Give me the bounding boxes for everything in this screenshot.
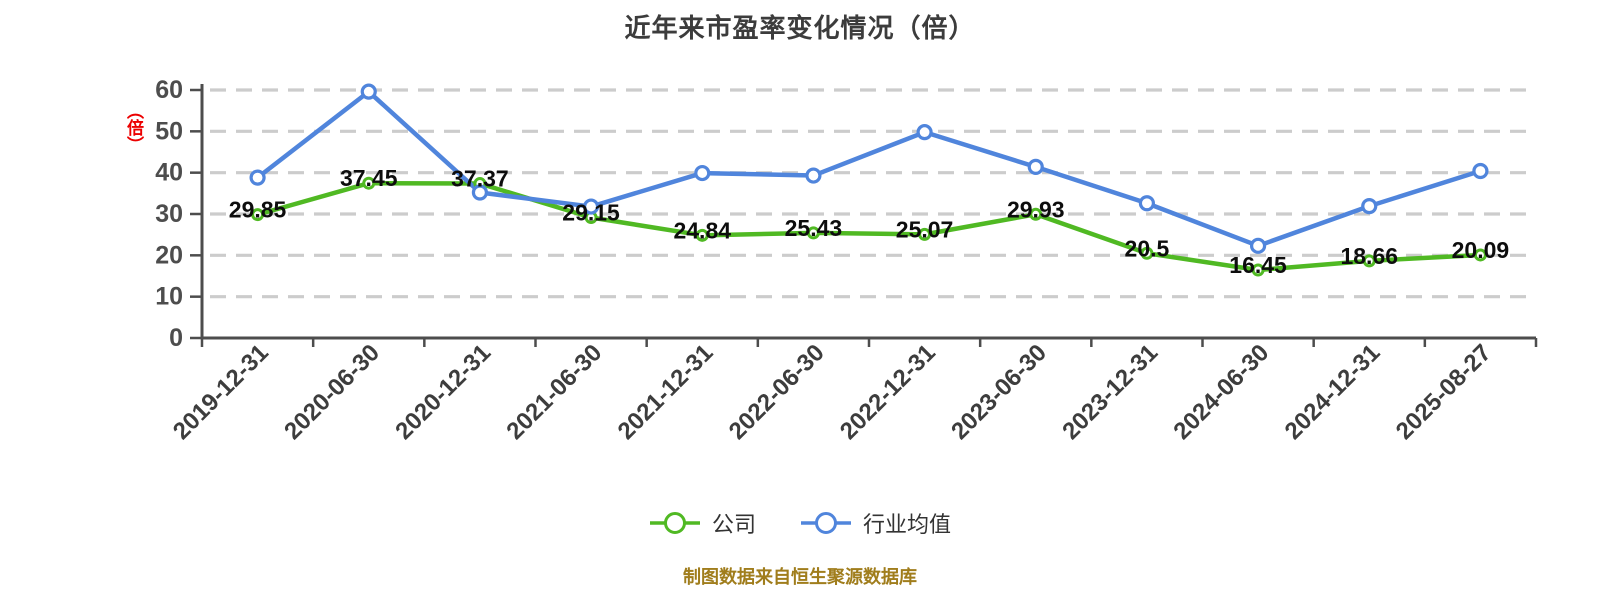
data-point-marker — [1029, 207, 1043, 221]
x-tick-label: 2022-12-31 — [835, 339, 941, 445]
data-point-marker — [1472, 162, 1489, 180]
series-company-value-labels: 29.85 37.45 37.37 29.15 24.84 25.43 25.07 29.93… — [229, 165, 1509, 278]
data-point-value-label: 25.43 — [785, 215, 843, 241]
x-axis: 2019-12-31 2020-06-30 2020-12-31 2021-06-30… — [168, 336, 1538, 445]
data-point-marker — [1473, 248, 1487, 262]
data-point-marker — [251, 208, 265, 222]
data-point-marker — [1251, 263, 1265, 277]
series-company-markers — [251, 176, 1487, 277]
data-point-marker — [249, 169, 266, 186]
y-tick-label: 40 — [155, 159, 183, 187]
data-point-value-label: 24.84 — [673, 217, 731, 243]
series-industry-average — [255, 89, 1483, 249]
data-point-value-label: 37.37 — [451, 166, 509, 192]
data-point-marker — [806, 226, 820, 240]
x-tick-label: 2024-12-31 — [1280, 339, 1386, 445]
x-tick-label: 2023-12-31 — [1057, 339, 1163, 445]
x-tick-label: 2021-06-30 — [501, 339, 607, 445]
data-point-marker — [694, 164, 711, 182]
data-point-value-label: 29.15 — [562, 200, 620, 226]
data-point-marker — [1361, 198, 1378, 215]
legend-item-company[interactable]: 公司 — [649, 507, 756, 539]
legend-label-company: 公司 — [711, 512, 756, 537]
chart-title: 近年来市盈率变化情况（倍） — [624, 13, 976, 43]
data-point-marker — [1027, 158, 1044, 175]
data-point-marker — [918, 227, 932, 241]
gridlines — [210, 88, 1536, 299]
data-point-value-label: 20.09 — [1452, 237, 1510, 263]
x-tick-label: 2022-06-30 — [724, 339, 830, 445]
data-point-value-label: 20.5 — [1125, 235, 1170, 261]
y-tick-label: 0 — [169, 324, 183, 352]
x-tick-label: 2020-06-30 — [279, 339, 385, 445]
data-point-value-label: 37.45 — [340, 165, 398, 191]
data-point-marker — [1140, 246, 1154, 260]
data-source-note: 制图数据来自恒生聚源数据库 — [683, 567, 917, 587]
y-tick-label: 50 — [155, 117, 183, 145]
data-point-marker — [582, 198, 600, 215]
y-tick-label: 60 — [155, 76, 183, 104]
data-point-marker — [471, 184, 489, 201]
legend-item-industry-average[interactable]: 行业均值 — [800, 507, 951, 539]
data-point-marker — [805, 167, 822, 184]
data-point-marker — [1362, 254, 1376, 268]
y-tick-label: 30 — [155, 200, 183, 228]
data-point-marker — [916, 124, 933, 141]
data-point-value-label: 16.45 — [1229, 252, 1287, 278]
y-axis: 0 10 20 30 40 50 60 — [155, 76, 204, 352]
y-tick-label: 20 — [155, 241, 183, 269]
series-industry-markers — [249, 83, 1489, 254]
series-company — [255, 180, 1483, 273]
data-point-value-label: 18.66 — [1340, 243, 1398, 269]
legend: 公司 行业均值 — [0, 507, 1600, 539]
x-tick-label: 2023-06-30 — [946, 339, 1052, 445]
y-tick-label: 10 — [155, 283, 183, 311]
industry-line-marker-icon — [801, 512, 851, 534]
y-axis-unit-label: （倍） — [124, 102, 143, 153]
data-point-marker — [362, 176, 376, 190]
data-point-marker — [1249, 237, 1267, 254]
data-point-marker — [695, 228, 709, 242]
x-tick-label: 2024-06-30 — [1168, 339, 1274, 445]
company-line-marker-icon — [649, 512, 700, 534]
x-tick-label: 2019-12-31 — [168, 339, 274, 445]
data-point-marker — [360, 83, 377, 100]
x-tick-label: 2020-12-31 — [390, 339, 496, 445]
data-point-value-label: 25.07 — [896, 216, 954, 242]
data-point-value-label: 29.85 — [229, 197, 287, 223]
x-tick-label: 2021-12-31 — [613, 339, 719, 445]
legend-label-industry-average: 行业均值 — [863, 512, 952, 537]
data-point-value-label: 29.93 — [1007, 196, 1065, 222]
x-tick-label: 2025-08-27 — [1391, 339, 1497, 445]
data-point-marker — [1138, 195, 1156, 212]
